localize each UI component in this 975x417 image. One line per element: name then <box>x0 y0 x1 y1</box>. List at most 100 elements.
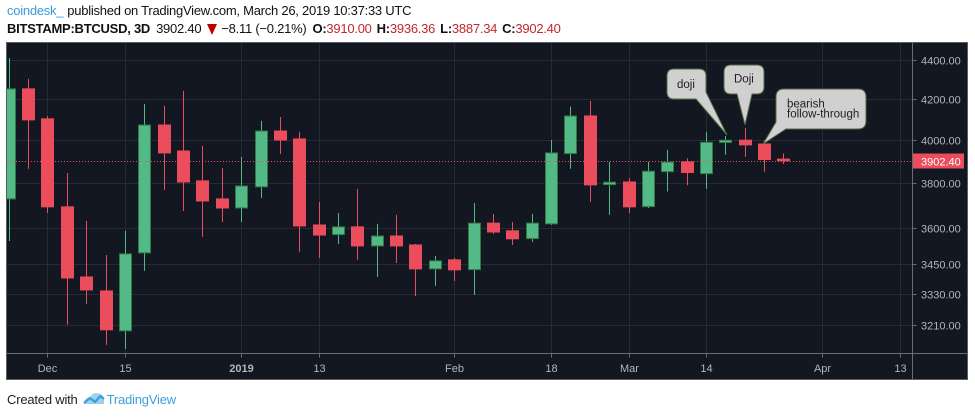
candle-body <box>119 253 132 332</box>
time-tick-label: 18 <box>545 363 557 375</box>
high-value: 3936.36 <box>389 21 436 36</box>
callout-doji-2-bubble <box>723 64 765 126</box>
low-value: 3887.34 <box>451 21 498 36</box>
candle-up <box>603 161 616 215</box>
candle-up <box>138 103 151 271</box>
candle-down <box>22 78 35 169</box>
candle-body <box>80 276 93 291</box>
candle-body <box>603 181 616 186</box>
candle-body <box>584 115 597 186</box>
candle-down <box>216 167 229 222</box>
candle-up <box>332 213 345 245</box>
callout-bearish-bubble <box>762 88 867 145</box>
time-tick-label: 14 <box>700 363 712 375</box>
candle-up <box>564 106 577 169</box>
open-value: 3910.00 <box>326 21 372 36</box>
callout-doji-2-text: Doji <box>734 74 754 86</box>
candle-body <box>138 124 151 254</box>
time-tick-label: 15 <box>119 363 131 375</box>
open-label: O: <box>312 21 327 36</box>
candle-up <box>545 139 558 225</box>
candle-up <box>235 156 248 222</box>
candle-body <box>526 222 539 240</box>
high-label: H: <box>376 21 390 36</box>
down-triangle-icon <box>207 23 218 35</box>
candle-body <box>623 181 636 208</box>
price-tick-label: 3800.00 <box>921 179 961 191</box>
candle-body <box>409 244 422 270</box>
price-tick-label: 3600.00 <box>921 224 961 236</box>
candle-down <box>777 153 790 164</box>
publish-info: coindesk_ published on TradingView.com, … <box>7 2 566 20</box>
candle-down <box>448 257 461 281</box>
candle-down <box>487 213 500 234</box>
candle-body <box>41 118 54 208</box>
candle-up <box>719 136 732 155</box>
grid <box>7 43 912 353</box>
candle-up <box>255 120 268 199</box>
candle-body <box>468 222 481 271</box>
last-price-tag-layer: 3902.40 <box>913 153 964 169</box>
created-with-text: Created with <box>7 391 78 407</box>
candle-body <box>61 206 74 279</box>
callout-bearish-follow-through: bearish follow-through <box>762 88 867 145</box>
annotations: doji Doji bearish follow-through <box>666 64 867 145</box>
candle-body <box>429 260 442 270</box>
candle-down <box>80 220 93 304</box>
candle-up <box>642 161 655 208</box>
tradingview-logo-icon[interactable] <box>82 391 105 408</box>
candle-up <box>429 255 442 286</box>
candle-down <box>293 131 306 252</box>
callout-doji: doji <box>666 68 728 136</box>
candles <box>7 58 790 349</box>
candle-body <box>564 115 577 155</box>
publish-text: published on TradingView.com, March 26, … <box>67 3 412 18</box>
callout-bearish-text-line2: follow-through <box>787 109 859 121</box>
price-tick-label: 3210.00 <box>921 321 961 333</box>
candle-up <box>700 131 713 189</box>
candle-body <box>506 230 519 240</box>
chart-header: coindesk_ published on TradingView.com, … <box>7 2 566 38</box>
candle-down <box>158 105 171 190</box>
candle-body <box>177 150 190 183</box>
candle-body <box>390 235 403 247</box>
candle-body <box>158 124 171 154</box>
candle-body <box>448 259 461 271</box>
candle-body <box>22 88 35 121</box>
candle-down <box>61 172 74 325</box>
tradingview-brand-link[interactable]: TradingView <box>106 391 177 407</box>
candle-down <box>274 117 287 154</box>
time-tick-label: 2019 <box>229 363 253 375</box>
candle-body <box>274 130 287 141</box>
candle-down <box>623 178 636 214</box>
candle-body <box>196 180 209 202</box>
candle-body <box>545 152 558 225</box>
candle-body <box>313 224 326 236</box>
footer: Created with TradingView <box>7 390 176 408</box>
candlestick-chart: doji Doji bearish follow-through 4400.00… <box>6 42 968 380</box>
price-tick-label: 4200.00 <box>921 95 961 107</box>
candle-body <box>739 139 752 146</box>
candle-body <box>777 158 790 162</box>
candle-body <box>216 198 229 209</box>
close-label: C: <box>502 21 516 36</box>
time-tick-label: 13 <box>313 363 325 375</box>
author-link[interactable]: coindesk_ <box>7 3 64 18</box>
candle-down <box>409 244 422 296</box>
last-price-tag-label: 3902.40 <box>921 157 961 169</box>
candle-body <box>351 226 364 247</box>
price-tick-label: 4400.00 <box>921 56 961 68</box>
candle-down <box>100 255 113 345</box>
callout-doji-2: Doji <box>723 64 765 126</box>
time-tick-label: Apr <box>814 363 831 375</box>
candle-body <box>235 185 248 209</box>
candle-down <box>739 127 752 157</box>
last-price-tag <box>913 153 964 169</box>
time-tick-label: 13 <box>894 363 906 375</box>
price-change: −8.11 (−0.21%) <box>221 21 307 36</box>
candle-body <box>642 170 655 208</box>
candle-down <box>390 214 403 264</box>
symbol-interval: BITSTAMP:BTCUSD, 3D <box>7 21 151 36</box>
candle-up <box>371 223 384 277</box>
candle-body <box>255 130 268 188</box>
